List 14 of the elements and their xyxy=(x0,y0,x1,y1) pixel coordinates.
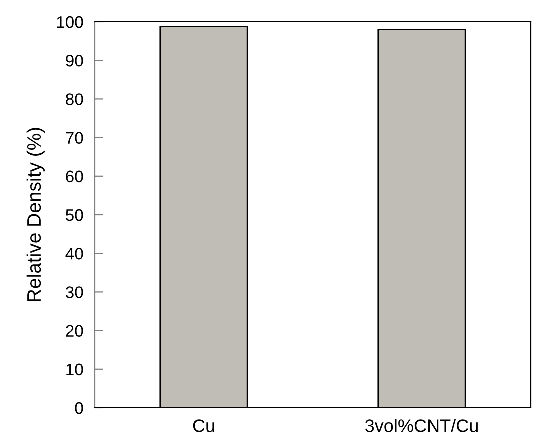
y-tick-label: 10 xyxy=(66,364,84,376)
y-tick-label: 0 xyxy=(75,402,84,414)
x-tick-label: Cu xyxy=(193,420,214,432)
y-tick-label: 20 xyxy=(66,325,84,338)
y-tick-label: 30 xyxy=(66,286,84,298)
y-tick-label: 50 xyxy=(66,209,84,222)
y-tick-label: 60 xyxy=(66,170,84,183)
x-tick-label: 3vol%CNT/Cu xyxy=(366,419,478,432)
y-tick-label: 90 xyxy=(66,55,84,67)
y-tick-label: 80 xyxy=(66,94,84,106)
y-axis-title: Relative Density (%) xyxy=(26,128,45,302)
y-tick-label: 40 xyxy=(66,248,84,260)
y-tick-label: 70 xyxy=(66,132,84,144)
y-tick-label: 100 xyxy=(57,16,84,28)
